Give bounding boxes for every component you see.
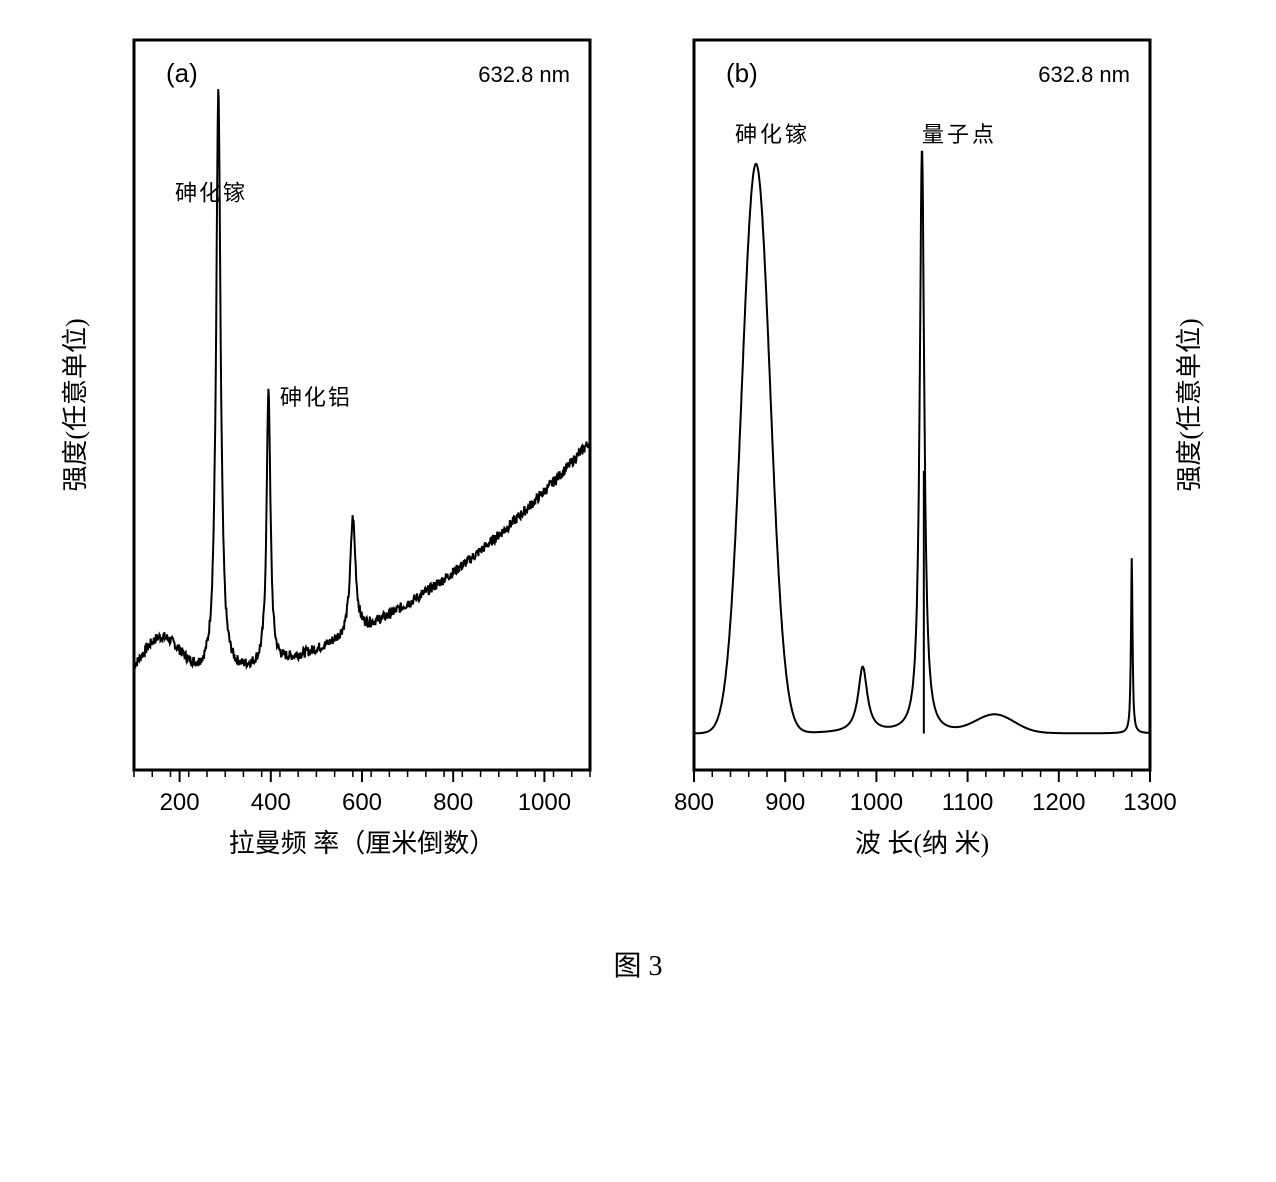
svg-text:1000: 1000	[518, 789, 571, 816]
svg-text:量子点: 量子点	[922, 122, 997, 147]
svg-text:900: 900	[765, 789, 805, 816]
svg-text:波 长(纳 米): 波 长(纳 米)	[855, 829, 989, 858]
panels-row: 200 400 600 800 1000 拉曼频 率（厘米倒数） 强度(任意单位) (a) 63…	[48, 20, 1228, 920]
svg-text:800: 800	[433, 789, 473, 816]
svg-text:600: 600	[342, 789, 382, 816]
svg-text:(a): (a)	[166, 58, 198, 88]
panel-b: 800 900 1000 1100 1200 1300 波 长(纳 米) (b) 632.8 n…	[608, 20, 1228, 920]
svg-text:强度(任意单位): 强度(任意单位)	[61, 318, 90, 491]
svg-text:砷化铝: 砷化铝	[280, 385, 352, 410]
svg-text:1000: 1000	[850, 789, 903, 816]
figure-caption: 图 3	[613, 944, 662, 984]
svg-text:632.8 nm: 632.8 nm	[1038, 62, 1130, 87]
svg-text:强度(任意单位): 强度(任意单位)	[1175, 318, 1204, 491]
figure-wrap: 200 400 600 800 1000 拉曼频 率（厘米倒数） 强度(任意单位) (a) 63…	[20, 20, 1256, 984]
chart-b: 800 900 1000 1100 1200 1300 波 长(纳 米) (b) 632.8 n…	[608, 20, 1228, 920]
svg-text:1300: 1300	[1123, 789, 1176, 816]
svg-text:拉曼频 率（厘米倒数）: 拉曼频 率（厘米倒数）	[229, 829, 496, 858]
panel-a: 200 400 600 800 1000 拉曼频 率（厘米倒数） 强度(任意单位) (a) 63…	[48, 20, 608, 920]
svg-text:200: 200	[160, 789, 200, 816]
svg-text:632.8 nm: 632.8 nm	[478, 62, 570, 87]
svg-text:800: 800	[674, 789, 714, 816]
chart-a: 200 400 600 800 1000 拉曼频 率（厘米倒数） 强度(任意单位) (a) 63…	[48, 20, 608, 920]
svg-text:砷化镓: 砷化镓	[735, 122, 810, 147]
svg-text:400: 400	[251, 789, 291, 816]
svg-text:1200: 1200	[1032, 789, 1085, 816]
svg-text:(b): (b)	[726, 58, 758, 88]
svg-text:砷化镓: 砷化镓	[175, 181, 247, 206]
svg-text:1100: 1100	[942, 789, 994, 816]
